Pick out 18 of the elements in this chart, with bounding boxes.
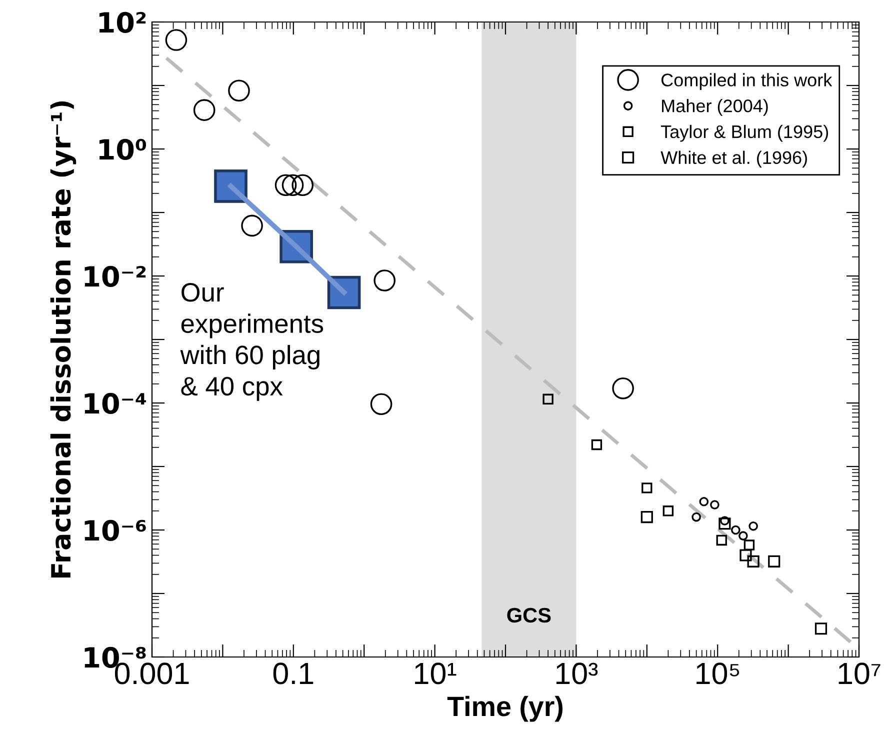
band-label: GCS	[507, 608, 551, 623]
x-tick-label: 10¹	[415, 662, 456, 684]
y-tick-label: 10²	[99, 12, 146, 33]
legend-label: Compiled in this work	[661, 73, 832, 90]
legend-label: Taylor & Blum (1995)	[660, 124, 828, 142]
y-tick-label: 10⁻²	[84, 266, 146, 287]
legend-label: White et al. (1996)	[660, 150, 807, 168]
y-tick-label: 10⁻⁴	[84, 392, 146, 414]
annotation: Our experiments with 60 plag & 40 cpx	[180, 283, 324, 401]
y-axis-title: Fractional dissolution rate (yr⁻¹)	[50, 101, 76, 578]
legend-label: Maher (2004)	[662, 99, 768, 116]
x-tick-label: 10³	[556, 662, 598, 684]
x-tick-label: 10⁵	[696, 662, 740, 684]
x-tick-label: 10⁷	[838, 662, 880, 684]
x-tick-label: 0.1	[273, 662, 314, 684]
y-tick-label: 10⁰	[99, 138, 146, 160]
x-axis-title: Time (yr)	[447, 696, 563, 722]
y-tick-label: 10⁻⁶	[84, 520, 146, 541]
